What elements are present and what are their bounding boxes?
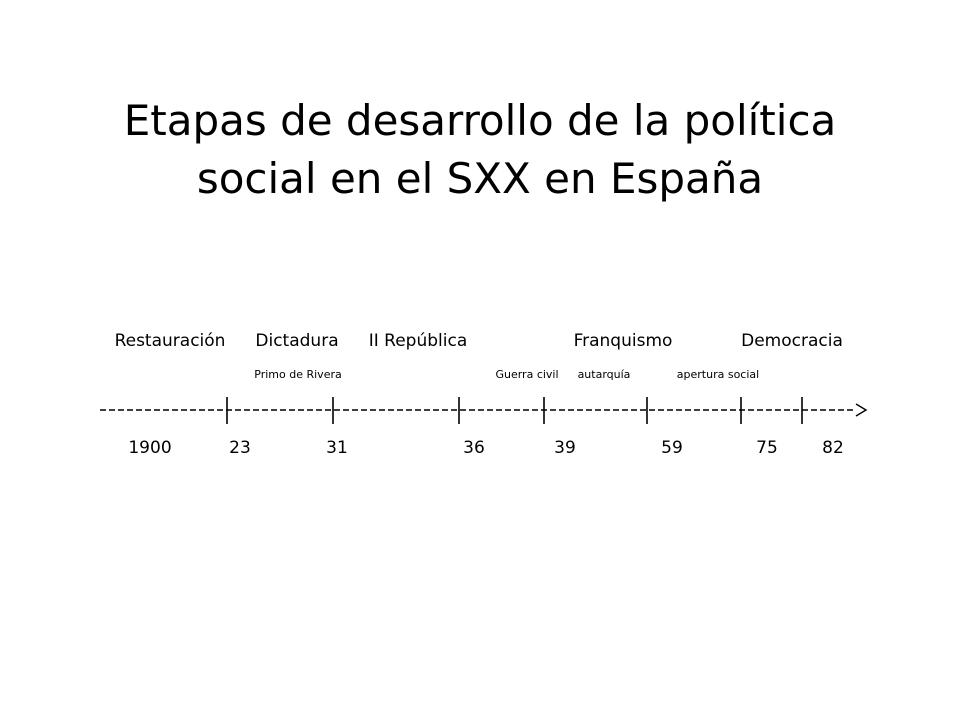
title-line-1: Etapas de desarrollo de la política (123, 96, 837, 145)
timeline-ticks (226, 397, 803, 424)
title-line-2: social en el SXX en España (196, 154, 764, 203)
arrow-right-icon (855, 403, 868, 417)
slide-title: Etapas de desarrollo de la política soci… (40, 92, 920, 208)
